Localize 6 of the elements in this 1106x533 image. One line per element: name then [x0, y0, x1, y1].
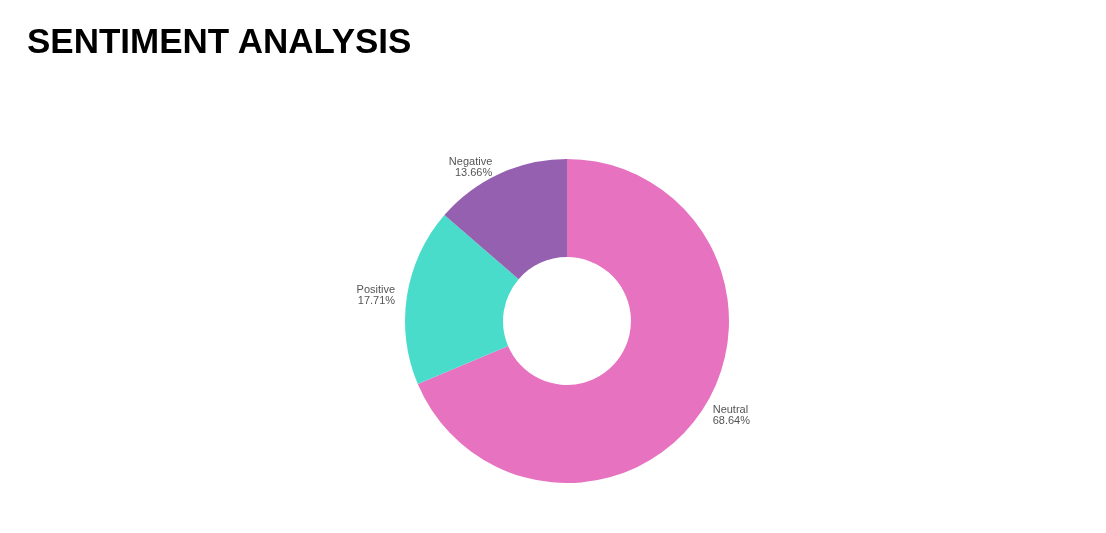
data-label: 68.64% [712, 414, 751, 427]
slice-label: Neutral [712, 403, 749, 416]
slice-label: Positive [356, 283, 396, 296]
data-label: 17.71% [357, 294, 396, 307]
chart-title: SENTIMENT ANALYSIS [27, 21, 412, 60]
slice-label: Negative [448, 154, 493, 167]
